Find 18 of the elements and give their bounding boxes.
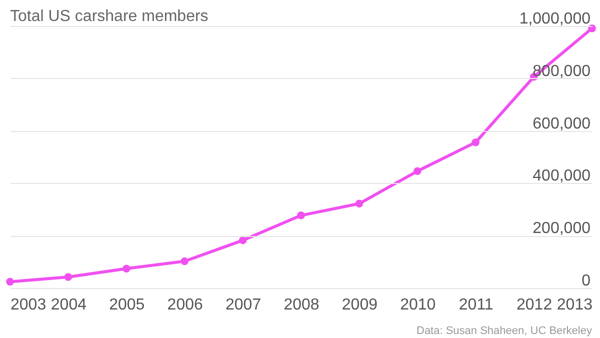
x-tick-label: 2012 — [516, 296, 552, 314]
y-tick-label: 200,000 — [532, 220, 591, 238]
x-tick-label: 2008 — [284, 296, 320, 314]
x-tick-label: 2003 — [10, 296, 46, 314]
x-tick-label: 2010 — [400, 296, 436, 314]
x-tick-label: 2011 — [458, 296, 494, 314]
y-tick-label: 600,000 — [532, 115, 591, 132]
x-tick-label: 2007 — [226, 296, 262, 314]
x-tick-label: 2005 — [109, 296, 145, 314]
x-tick-label: 2004 — [50, 296, 87, 314]
x-tick-label: 2006 — [167, 296, 203, 314]
chart-title: Total US carshare members — [10, 8, 208, 25]
y-tick-label: 400,000 — [532, 168, 591, 185]
x-tick-label: 2009 — [342, 296, 378, 314]
y-tick-label: 1,000,000 — [519, 10, 591, 28]
y-tick-label: 0 — [582, 272, 591, 290]
x-tick-label: 2013 — [556, 296, 593, 314]
text: Data: Susan Shaheen, UC Berkeley — [416, 325, 592, 337]
